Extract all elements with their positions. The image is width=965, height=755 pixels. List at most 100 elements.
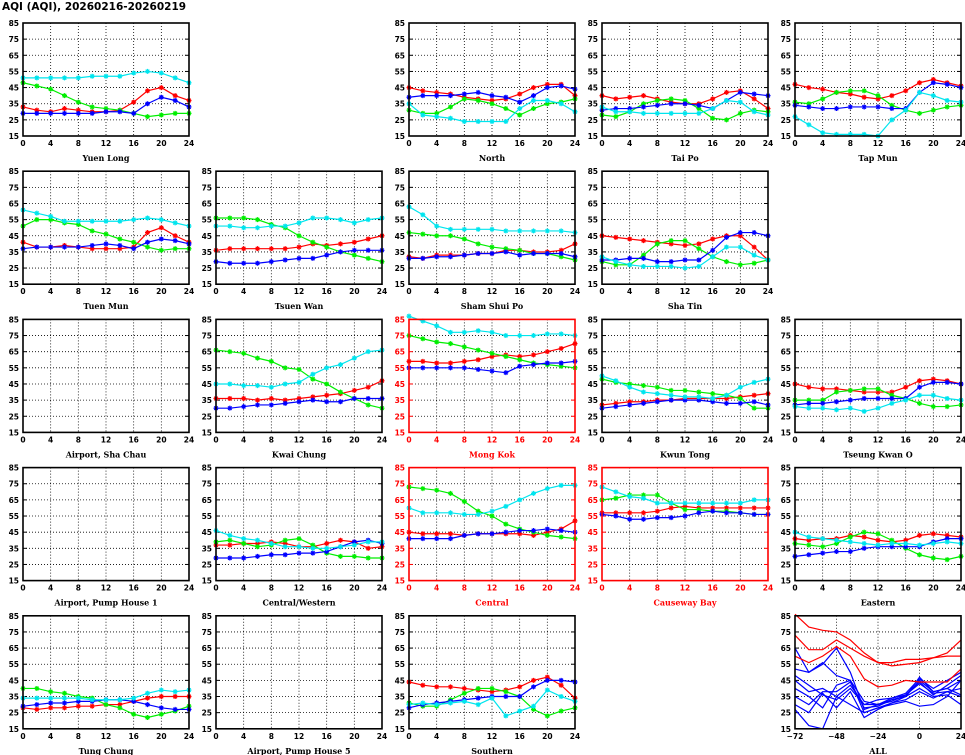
x-tick-label: 16 [707,287,717,296]
data-point-marker [544,486,550,492]
data-point-marker [558,101,564,107]
data-point-marker [627,109,633,115]
y-tick-label: 25 [781,412,791,421]
data-point-marker [158,694,164,700]
data-point-marker [847,549,853,555]
plot-frame [601,466,769,582]
data-point-marker [131,217,137,223]
data-point-marker [930,107,936,113]
data-point-marker [324,549,330,555]
data-point-marker [944,536,950,542]
data-point-marker [806,384,812,390]
data-point-marker [365,555,371,561]
data-point-marker [365,217,371,223]
data-point-marker [434,702,440,708]
x-tick-label: 0 [213,435,218,444]
data-point-marker [889,537,895,543]
x-tick-label: 0 [599,435,604,444]
x-tick-label: 24 [377,287,387,296]
data-point-marker [75,218,81,224]
station-panel: 15 25 35 45 55 65 75 85 −72 −48 −24 0 24 ALL [781,612,965,755]
data-point-marker [62,110,67,116]
y-tick-label: 35 [202,396,212,405]
data-point-marker [917,392,922,398]
data-point-marker [475,511,481,517]
y-tick-label: 85 [202,167,212,176]
station-panel: 15 25 35 45 55 65 75 85 0 4 8 12 16 20 24 Central/Weste… [202,464,388,608]
data-point-marker [531,228,536,234]
data-point-marker [531,532,536,538]
data-point-marker [420,318,426,324]
y-tick-label: 75 [202,183,212,192]
y-tick-label: 15 [395,132,405,141]
data-point-marker [517,252,523,258]
data-point-marker [103,106,109,112]
plot-frame [215,170,383,285]
data-point-marker [820,400,826,406]
series-line [794,634,961,667]
y-tick-label: 65 [588,496,598,505]
x-tick-label: 12 [101,732,111,741]
data-point-marker [475,328,481,334]
data-point-marker [420,365,426,371]
data-point-marker [531,490,536,496]
x-tick-label: 24 [763,584,773,593]
data-point-marker [834,540,839,546]
data-point-marker [820,550,826,556]
data-point-marker [834,386,839,392]
data-point-marker [172,75,178,81]
x-tick-label: 4 [434,732,439,741]
data-point-marker [448,510,453,516]
station-label: Mong Kok [469,449,516,459]
data-point-marker [861,389,867,395]
data-point-marker [861,104,867,110]
data-point-marker [282,544,288,550]
data-point-marker [517,528,523,534]
data-point-marker [531,706,536,712]
data-point-marker [682,394,688,400]
data-point-marker [310,239,316,245]
y-tick-label: 35 [781,100,791,109]
y-tick-label: 85 [781,612,791,621]
y-tick-label: 15 [781,725,791,734]
data-point-marker [696,246,702,252]
data-point-marker [930,531,936,537]
y-tick-label: 35 [588,396,598,405]
station-panel: 15 25 35 45 55 65 75 85 0 4 8 12 16 20 24 Eastern [781,464,965,608]
y-tick-label: 35 [395,396,405,405]
data-point-marker [737,510,743,516]
data-point-marker [365,236,371,242]
data-point-marker [296,366,302,372]
data-point-marker [503,529,509,535]
data-point-marker [75,221,81,227]
data-point-marker [834,407,839,413]
data-point-marker [724,400,729,406]
y-tick-label: 55 [588,67,598,76]
y-tick-label: 45 [588,84,598,93]
x-tick-label: 16 [128,287,138,296]
data-point-marker [668,387,674,393]
series-line [794,687,962,719]
y-tick-label: 35 [395,544,405,553]
y-tick-label: 35 [395,100,405,109]
y-tick-label: 65 [202,644,212,653]
data-point-marker [861,529,867,535]
data-point-marker [724,505,729,511]
y-tick-label: 85 [588,464,598,473]
x-tick-label: 16 [900,435,910,444]
data-point-marker [710,396,716,401]
data-point-marker [89,703,95,709]
data-point-marker [847,387,853,393]
x-tick-label: 0 [599,584,604,593]
data-point-marker [48,86,54,92]
data-point-marker [517,694,523,700]
data-point-marker [158,687,164,693]
data-point-marker [434,89,440,95]
data-point-marker [475,366,481,372]
y-tick-label: 75 [395,183,405,192]
y-tick-label: 45 [781,84,791,93]
data-point-marker [255,544,260,550]
x-tick-label: 12 [487,435,497,444]
data-point-marker [875,531,881,537]
y-tick-label: 35 [9,396,19,405]
